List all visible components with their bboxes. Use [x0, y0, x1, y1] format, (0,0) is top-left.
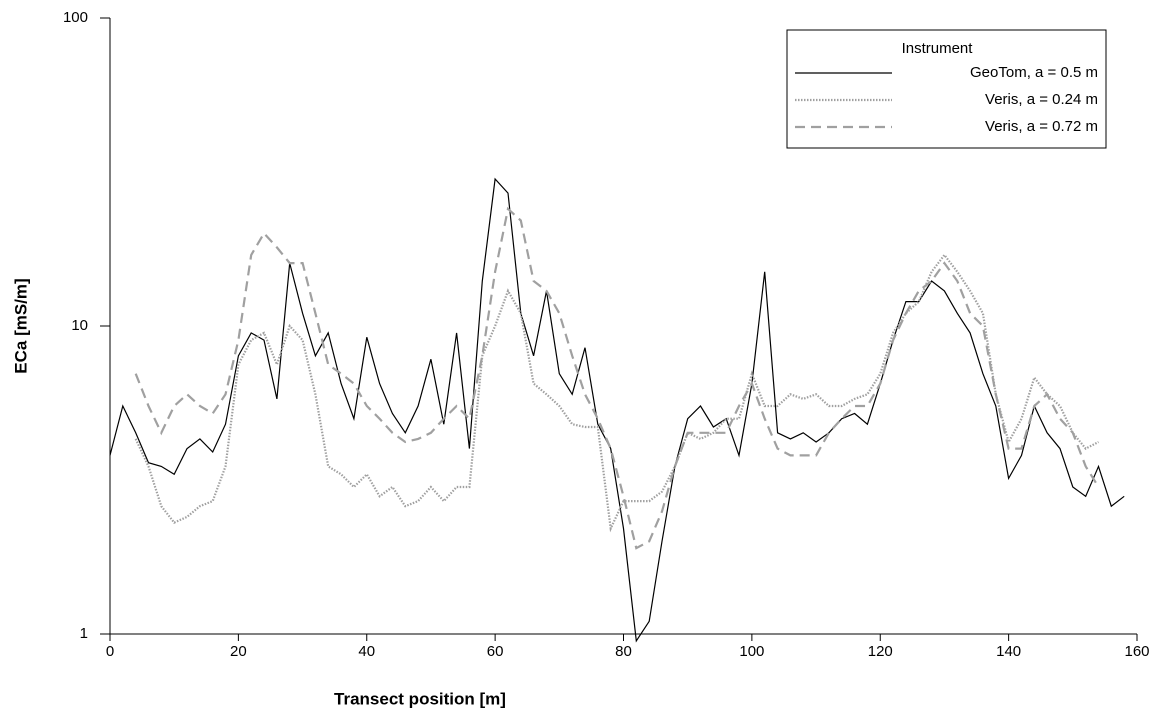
y-tick-label: 10 — [71, 317, 88, 334]
y-tick-label: 100 — [63, 9, 88, 26]
legend-label: GeoTom, a = 0.5 m — [970, 64, 1098, 81]
x-tick-label: 140 — [996, 643, 1021, 660]
legend-label: Veris, a = 0.72 m — [985, 118, 1098, 135]
legend-label: Veris, a = 0.24 m — [985, 91, 1098, 108]
x-tick-label: 100 — [739, 643, 764, 660]
x-tick-label: 160 — [1124, 643, 1149, 660]
x-tick-label: 120 — [868, 643, 893, 660]
x-axis-label: Transect position [m] — [334, 689, 506, 708]
legend-title: Instrument — [902, 40, 974, 57]
x-tick-label: 0 — [106, 643, 114, 660]
x-tick-label: 60 — [487, 643, 504, 660]
y-tick-label: 1 — [80, 625, 88, 642]
x-tick-label: 80 — [615, 643, 632, 660]
legend-box — [786, 29, 1107, 149]
series-line — [109, 177, 1125, 643]
series-line — [134, 253, 1100, 533]
series-line — [134, 206, 1100, 550]
x-tick-label: 40 — [358, 643, 375, 660]
y-axis-label: ECa [mS/m] — [11, 278, 30, 373]
x-tick-label: 20 — [230, 643, 247, 660]
